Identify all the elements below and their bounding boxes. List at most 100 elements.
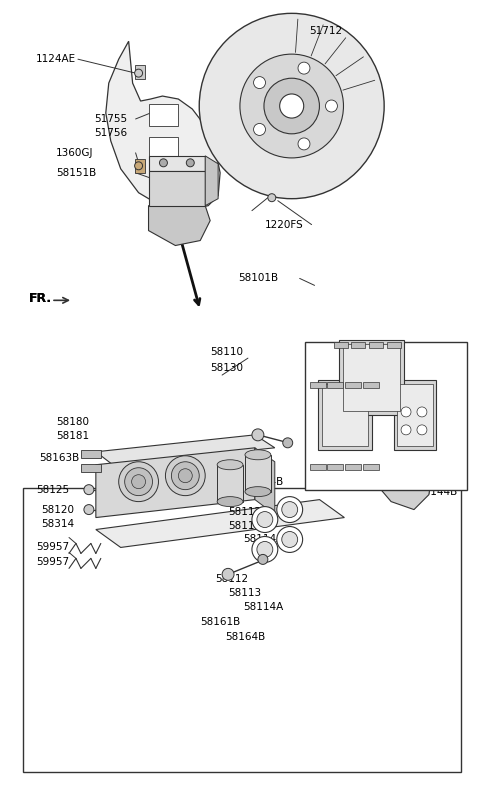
Text: 58144B: 58144B bbox=[414, 357, 454, 367]
Text: 58144B: 58144B bbox=[364, 453, 405, 463]
Text: 1360GJ: 1360GJ bbox=[56, 148, 94, 158]
Polygon shape bbox=[217, 465, 243, 502]
Circle shape bbox=[258, 554, 268, 564]
Circle shape bbox=[186, 159, 194, 166]
Circle shape bbox=[277, 527, 302, 553]
Text: 58151B: 58151B bbox=[56, 168, 96, 177]
Circle shape bbox=[401, 425, 411, 435]
Polygon shape bbox=[310, 382, 325, 388]
Circle shape bbox=[253, 77, 265, 89]
Circle shape bbox=[253, 123, 265, 136]
Text: 58101B: 58101B bbox=[238, 273, 278, 283]
Text: 58181: 58181 bbox=[56, 431, 89, 441]
Polygon shape bbox=[106, 42, 220, 210]
Polygon shape bbox=[322, 384, 368, 446]
Text: 58314: 58314 bbox=[41, 519, 74, 528]
Bar bbox=[148, 104, 179, 126]
Polygon shape bbox=[360, 420, 434, 509]
Circle shape bbox=[282, 502, 298, 517]
Circle shape bbox=[257, 512, 273, 528]
Polygon shape bbox=[148, 171, 205, 206]
Bar bbox=[134, 65, 144, 79]
Bar bbox=[148, 137, 179, 159]
Circle shape bbox=[159, 159, 168, 166]
Bar bbox=[23, 487, 461, 772]
Circle shape bbox=[134, 162, 143, 170]
Text: 58144B: 58144B bbox=[417, 487, 457, 497]
Polygon shape bbox=[96, 499, 344, 547]
Text: 58144B: 58144B bbox=[382, 467, 422, 476]
Text: 1124AE: 1124AE bbox=[36, 54, 76, 64]
Circle shape bbox=[119, 462, 158, 502]
Circle shape bbox=[257, 542, 273, 557]
Circle shape bbox=[252, 536, 278, 562]
Text: 58161B: 58161B bbox=[200, 617, 240, 627]
Ellipse shape bbox=[245, 487, 271, 497]
Bar bbox=[81, 464, 101, 472]
Circle shape bbox=[132, 475, 145, 488]
Polygon shape bbox=[148, 206, 210, 246]
Text: 58112: 58112 bbox=[228, 506, 261, 517]
Ellipse shape bbox=[217, 497, 243, 506]
Text: 58114A: 58114A bbox=[243, 535, 283, 545]
Polygon shape bbox=[369, 342, 383, 349]
Circle shape bbox=[264, 78, 319, 133]
Text: 58162B: 58162B bbox=[225, 461, 265, 471]
Text: 58120: 58120 bbox=[41, 505, 74, 515]
Text: 59957: 59957 bbox=[36, 557, 69, 568]
Polygon shape bbox=[245, 455, 271, 491]
Text: 58164B: 58164B bbox=[225, 632, 265, 642]
Text: FR.: FR. bbox=[29, 292, 52, 305]
Circle shape bbox=[199, 13, 384, 199]
Circle shape bbox=[125, 468, 153, 495]
Circle shape bbox=[298, 138, 310, 150]
Text: 58164B: 58164B bbox=[243, 476, 283, 487]
Circle shape bbox=[222, 568, 234, 580]
Bar bbox=[134, 159, 144, 173]
Text: 58113: 58113 bbox=[228, 520, 261, 531]
Polygon shape bbox=[363, 464, 379, 469]
Text: 58130: 58130 bbox=[210, 363, 243, 373]
Polygon shape bbox=[397, 384, 433, 446]
Text: 58180: 58180 bbox=[56, 417, 89, 427]
Text: 1220FS: 1220FS bbox=[265, 220, 304, 229]
Circle shape bbox=[252, 429, 264, 441]
Text: FR.: FR. bbox=[29, 292, 52, 305]
Polygon shape bbox=[335, 342, 348, 349]
Text: 51756: 51756 bbox=[94, 128, 127, 138]
Circle shape bbox=[277, 497, 302, 523]
Polygon shape bbox=[318, 380, 372, 450]
Circle shape bbox=[325, 100, 337, 112]
Polygon shape bbox=[255, 447, 275, 514]
Polygon shape bbox=[96, 447, 255, 517]
Circle shape bbox=[84, 484, 94, 495]
Circle shape bbox=[417, 425, 427, 435]
Circle shape bbox=[179, 469, 192, 483]
Bar bbox=[148, 171, 179, 192]
Text: 58112: 58112 bbox=[215, 575, 248, 584]
Polygon shape bbox=[339, 340, 404, 415]
Bar bbox=[81, 450, 101, 458]
Circle shape bbox=[401, 407, 411, 417]
Text: 58110: 58110 bbox=[210, 347, 243, 357]
Polygon shape bbox=[363, 382, 379, 388]
Text: 58125: 58125 bbox=[36, 484, 69, 495]
Circle shape bbox=[283, 438, 293, 447]
Polygon shape bbox=[346, 382, 361, 388]
Circle shape bbox=[268, 194, 276, 202]
Circle shape bbox=[166, 456, 205, 495]
Polygon shape bbox=[346, 464, 361, 469]
Ellipse shape bbox=[245, 450, 271, 460]
Polygon shape bbox=[327, 464, 343, 469]
Circle shape bbox=[84, 505, 94, 514]
Circle shape bbox=[282, 531, 298, 547]
Text: 58163B: 58163B bbox=[39, 453, 79, 463]
Polygon shape bbox=[327, 382, 343, 388]
Text: 59957: 59957 bbox=[36, 542, 69, 553]
Polygon shape bbox=[310, 464, 325, 469]
Circle shape bbox=[298, 62, 310, 74]
Circle shape bbox=[134, 69, 143, 77]
Ellipse shape bbox=[217, 460, 243, 469]
Bar bbox=[305, 342, 467, 490]
Circle shape bbox=[240, 54, 344, 158]
